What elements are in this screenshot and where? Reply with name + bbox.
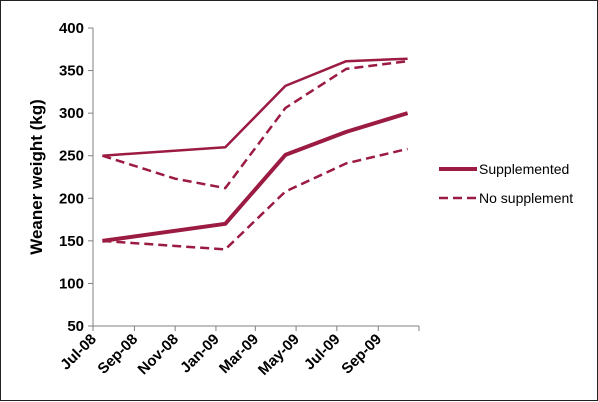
y-tick-label: 150 — [59, 233, 84, 250]
series-line-3 — [102, 57, 408, 157]
x-tick-label: May-09 — [255, 331, 303, 379]
y-tick-label: 350 — [59, 63, 84, 80]
legend: Supplemented No supplement — [439, 161, 573, 206]
legend-label: Supplemented — [479, 161, 569, 177]
series-line-1 — [102, 111, 409, 243]
series-line-4 — [102, 59, 408, 190]
y-axis-title: Weaner weight (kg) — [27, 99, 46, 255]
x-tick-label: Jul-08 — [57, 331, 100, 374]
y-tick-label: 400 — [59, 20, 84, 37]
x-tick-label: Nov-08 — [135, 331, 182, 378]
series-line-2 — [102, 147, 408, 251]
y-tick-label: 250 — [59, 148, 84, 165]
y-axis: 50 100 150 200 250 300 350 400 — [59, 20, 94, 335]
y-tick-label: 300 — [59, 105, 84, 122]
x-tick-label: Jul-09 — [301, 331, 344, 374]
x-tick-label: Mar-09 — [216, 331, 262, 377]
y-tick-label: 200 — [59, 190, 84, 207]
series-lines — [102, 57, 409, 251]
y-tick-label: 50 — [67, 318, 84, 335]
legend-label: No supplement — [479, 190, 573, 206]
x-tick-label: Sep-09 — [338, 331, 385, 378]
y-tick-label: 100 — [59, 275, 84, 292]
x-tick-label: Jan-09 — [177, 331, 223, 377]
x-axis: Jul-08Sep-08Nov-08Jan-09Mar-09May-09Jul-… — [57, 325, 420, 379]
x-tick-label: Sep-08 — [94, 331, 141, 378]
